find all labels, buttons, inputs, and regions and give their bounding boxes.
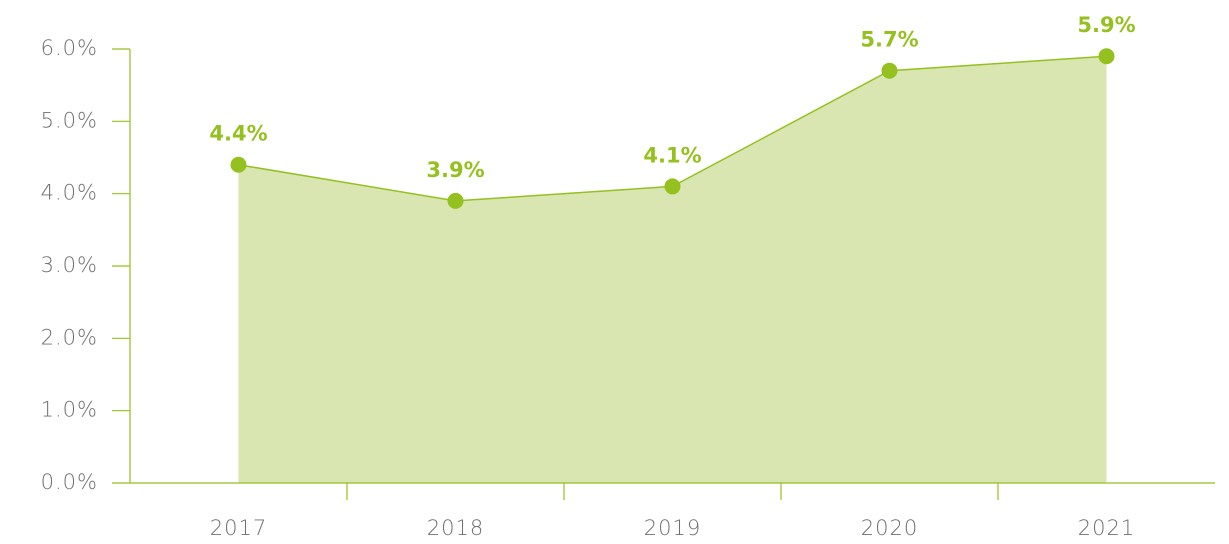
x-tick-label: 2021 [1078, 516, 1135, 540]
marker [1098, 48, 1115, 65]
y-tick-label: 3.0% [41, 253, 98, 277]
y-tick-label: 4.0% [41, 181, 98, 205]
x-tick-label: 2017 [210, 516, 267, 540]
data-label: 3.9% [426, 158, 484, 182]
y-tick-label: 2.0% [41, 325, 98, 349]
marker [447, 192, 464, 209]
x-tick-label: 2019 [644, 516, 701, 540]
data-label: 4.4% [209, 122, 267, 146]
marker [664, 178, 681, 195]
y-tick-label: 1.0% [41, 398, 98, 422]
data-label: 5.7% [860, 28, 918, 52]
y-tick-label: 6.0% [41, 36, 98, 60]
marker [230, 156, 247, 173]
y-tick-label: 5.0% [41, 108, 98, 132]
x-tick-label: 2018 [427, 516, 484, 540]
marker [881, 62, 898, 79]
x-tick-label: 2020 [861, 516, 918, 540]
area [238, 56, 1107, 483]
data-label: 4.1% [643, 143, 701, 167]
y-tick-label: 0.0% [41, 470, 98, 494]
data-label: 5.9% [1077, 13, 1135, 37]
